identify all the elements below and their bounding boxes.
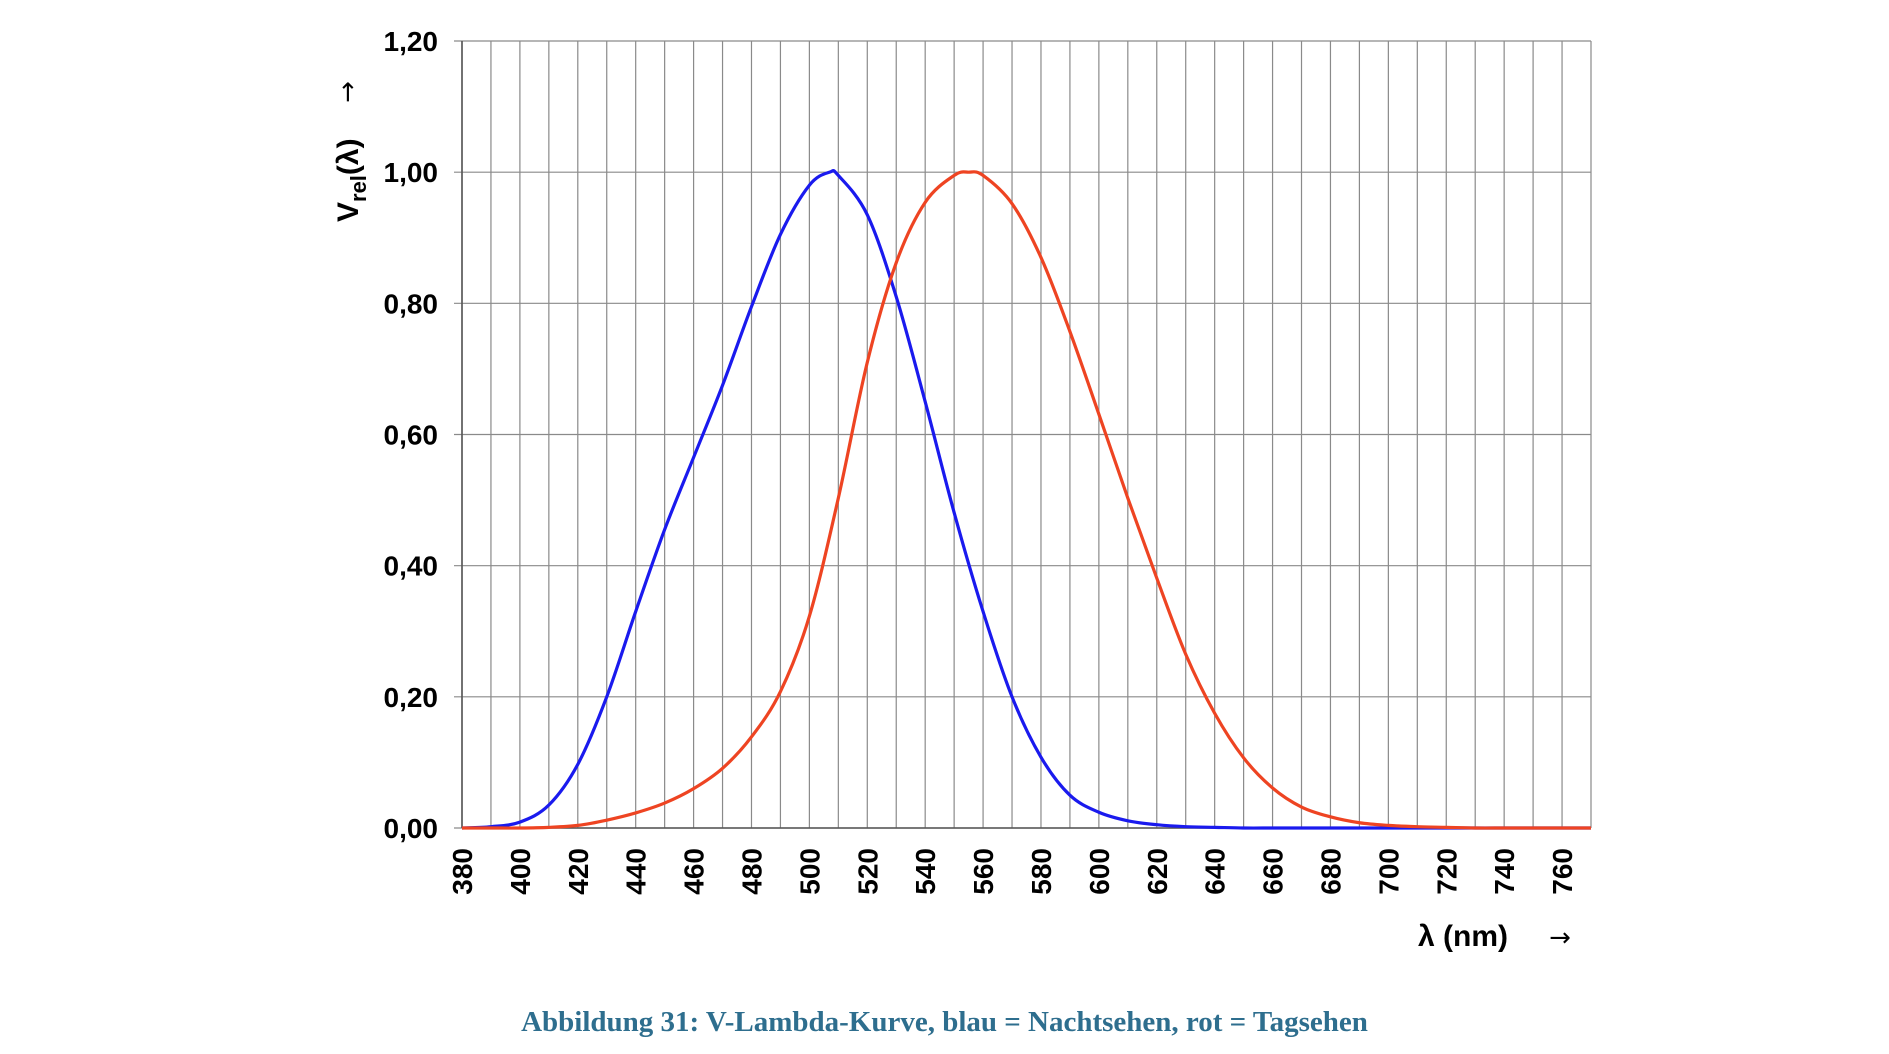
x-tick-label: 700 <box>1373 848 1404 895</box>
y-tick-label: 1,20 <box>384 26 439 57</box>
y-tick-label: 0,40 <box>384 551 439 582</box>
x-tick-label: 720 <box>1431 848 1462 895</box>
x-tick-label: 560 <box>968 848 999 895</box>
x-tick-label: 740 <box>1489 848 1520 895</box>
x-tick-label: 440 <box>621 848 652 895</box>
y-tick-label: 0,20 <box>384 682 439 713</box>
series-group <box>461 168 1591 830</box>
y-tick-label: 0,60 <box>384 420 439 451</box>
x-tick-label: 600 <box>1084 848 1115 895</box>
x-tick-label: 460 <box>679 848 710 895</box>
x-tick-label: 540 <box>910 848 941 895</box>
x-tick-label: 760 <box>1547 848 1578 895</box>
x-tick-labels: 380 400 420 440 460 480 500 520 540 560 580 600 620 6… <box>447 848 1578 895</box>
y-tick-label: 0,00 <box>384 813 439 844</box>
x-tick-label: 480 <box>736 848 767 895</box>
figure-caption: Abbildung 31: V-Lambda-Kurve, blau = Nac… <box>521 1006 1368 1038</box>
y-tick-label: 0,80 <box>384 288 439 319</box>
y-axis-arrow: → <box>333 81 363 103</box>
x-tick-label: 680 <box>1315 848 1346 895</box>
x-tick-label: 380 <box>447 848 478 895</box>
x-tick-label: 420 <box>563 848 594 895</box>
x-tick-label: 580 <box>1026 848 1057 895</box>
x-tick-label: 660 <box>1258 848 1289 895</box>
y-axis-label: Vrel(λ) <box>332 138 371 222</box>
x-tick-label: 520 <box>852 848 883 895</box>
x-tick-label: 500 <box>794 848 825 895</box>
y-tick-labels: 0,00 0,20 0,40 0,60 0,80 1,00 1,20 <box>384 26 439 844</box>
x-axis-arrow: → <box>1549 923 1571 953</box>
x-tick-label: 400 <box>505 848 536 895</box>
x-axis-label: λ (nm) <box>1418 920 1508 953</box>
x-tick-label: 620 <box>1142 848 1173 895</box>
x-tick-label: 640 <box>1200 848 1231 895</box>
series-line-blue <box>461 168 1591 830</box>
y-tick-label: 1,00 <box>384 157 439 188</box>
series-line-red <box>461 170 1591 830</box>
grid <box>454 40 1592 829</box>
